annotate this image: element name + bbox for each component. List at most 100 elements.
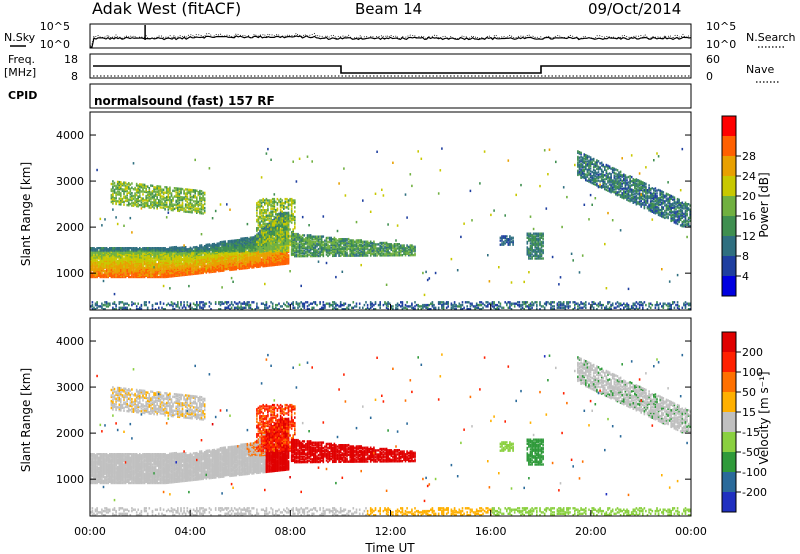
power-cell	[284, 251, 287, 254]
power-cell	[295, 302, 298, 305]
power-cell	[297, 238, 299, 241]
power-cell	[203, 193, 206, 196]
power-cell	[306, 249, 309, 252]
power-cell	[105, 302, 108, 305]
power-cell	[276, 253, 279, 256]
power-cell	[197, 200, 200, 204]
power-cell	[188, 249, 190, 252]
power-cell	[341, 238, 344, 241]
power-cell	[265, 224, 268, 227]
freq-label: Freq.	[8, 53, 35, 66]
power-cell	[178, 205, 181, 208]
power-cell	[113, 191, 116, 194]
power-cell	[259, 224, 261, 227]
power-cell	[268, 235, 271, 238]
power-cell	[319, 253, 321, 256]
power-cell	[129, 259, 132, 263]
power-cell	[115, 194, 117, 197]
power-cell	[259, 210, 261, 213]
power-cell	[297, 303, 299, 307]
power-cell	[124, 255, 127, 258]
power-cell	[93, 247, 95, 250]
power-cell	[298, 245, 301, 248]
power-cell	[264, 209, 266, 212]
power-cell	[273, 203, 276, 206]
power-cell	[116, 183, 119, 186]
power-cell	[112, 302, 114, 305]
power-cell	[333, 242, 336, 245]
power-cell	[294, 202, 296, 205]
power-cell	[170, 303, 173, 307]
power-cell	[184, 188, 187, 191]
power-cell	[267, 246, 269, 249]
power-cell	[287, 228, 290, 231]
power-cell	[143, 271, 146, 274]
power-cell	[259, 238, 261, 241]
power-cell	[170, 207, 173, 210]
power-cell	[94, 259, 97, 263]
power-cell	[126, 273, 128, 276]
power-cell	[173, 246, 176, 249]
power-cell	[124, 188, 127, 191]
power-cell	[271, 261, 274, 265]
power-cell	[189, 194, 192, 197]
power-cell	[268, 239, 271, 242]
power-cell	[200, 196, 203, 200]
power-cell	[173, 195, 176, 198]
power-cell	[268, 217, 271, 220]
power-cell	[120, 197, 122, 201]
power-cell	[278, 231, 280, 234]
power-cell	[137, 262, 139, 265]
power-cell	[159, 301, 162, 304]
power-cell	[262, 239, 264, 242]
power-cell	[292, 249, 294, 252]
power-cell	[200, 306, 203, 309]
power-cell	[252, 256, 255, 260]
power-cell	[192, 249, 195, 253]
power-cell	[128, 259, 130, 263]
power-cell	[316, 250, 318, 254]
power-cell	[256, 218, 258, 222]
power-cell	[175, 194, 177, 197]
power-cell	[207, 267, 209, 271]
power-cell	[230, 276, 233, 280]
power-cell	[184, 192, 187, 195]
power-cell	[281, 231, 283, 234]
power-cell	[181, 259, 184, 262]
power-cell	[314, 247, 317, 251]
power-cell	[188, 265, 190, 268]
power-cell	[322, 247, 325, 251]
power-cell	[301, 234, 304, 237]
power-cell	[115, 199, 117, 203]
power-cell	[246, 301, 249, 304]
power-cell	[336, 239, 339, 242]
power-cell	[139, 195, 141, 198]
power-cell	[172, 305, 174, 308]
power-cell	[306, 250, 309, 254]
power-cell	[294, 210, 296, 213]
power-cell	[126, 183, 128, 186]
power-cell	[324, 243, 326, 247]
power-cell	[259, 215, 261, 219]
power-cell	[275, 260, 277, 263]
power-cell	[120, 182, 122, 185]
power-cell	[120, 273, 122, 276]
power-cell	[252, 243, 255, 246]
power-cell	[335, 253, 337, 256]
power-cell	[194, 207, 196, 210]
power-cell	[290, 244, 293, 247]
power-cell	[290, 211, 293, 215]
power-cell	[325, 302, 328, 305]
power-cell	[297, 237, 299, 240]
power-cell	[286, 235, 288, 238]
power-cell	[120, 192, 122, 195]
power-cell	[237, 266, 239, 270]
noise-tick-low-right: 10^0	[706, 38, 736, 51]
power-cell	[186, 303, 189, 307]
power-cell	[294, 239, 296, 243]
power-cell	[197, 210, 200, 213]
power-cell	[199, 211, 201, 215]
power-cell	[126, 198, 128, 201]
power-cell	[260, 231, 263, 234]
power-cell	[339, 242, 342, 245]
